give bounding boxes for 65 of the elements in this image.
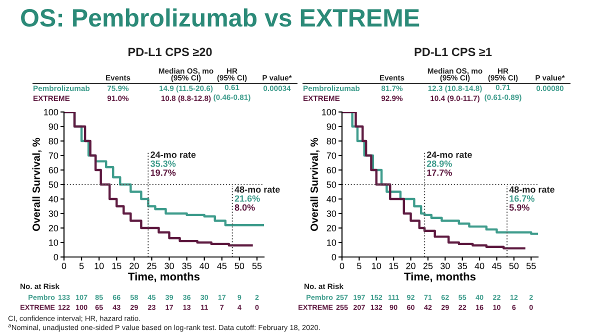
x-tick-label: 35 — [182, 262, 192, 270]
x-tick-label: 15 — [112, 262, 122, 270]
ref-line-label: 48-mo rate — [509, 186, 554, 193]
y-tick-label: 80 — [48, 138, 58, 144]
annotation: 35.3% — [150, 160, 176, 167]
x-axis-title: Time, months — [128, 272, 200, 282]
annotation: 8.0% — [234, 204, 255, 211]
ref-line-label: 24-mo rate — [426, 152, 472, 158]
ref-line-label: 24-mo rate — [150, 152, 196, 158]
x-tick-label: 55 — [252, 262, 262, 270]
x-tick-label: 30 — [440, 262, 450, 270]
x-tick-label: 0 — [340, 262, 344, 270]
y-tick-label: 50 — [326, 181, 336, 188]
y-tick-label: 90 — [326, 123, 336, 130]
annotation: 17.7% — [427, 170, 452, 176]
y-axis-title: Overall Survival, % — [32, 138, 42, 231]
y-tick-label: 90 — [48, 123, 58, 130]
ref-line-label: 48-mo rate — [234, 186, 280, 193]
y-tick-label: 20 — [326, 224, 336, 232]
x-tick-label: 20 — [130, 262, 139, 270]
x-tick-label: 15 — [389, 262, 398, 270]
annotation: 21.6% — [234, 195, 260, 202]
y-tick-label: 10 — [49, 239, 58, 246]
x-tick-label: 50 — [234, 262, 244, 270]
y-tick-label: 40 — [48, 196, 58, 202]
y-tick-label: 0 — [54, 254, 58, 260]
y-tick-label: 60 — [48, 166, 58, 174]
x-tick-label: 5 — [357, 262, 362, 270]
x-tick-label: 5 — [79, 262, 84, 270]
x-tick-label: 45 — [492, 262, 502, 270]
annotation: 28.9% — [426, 160, 452, 167]
x-tick-label: 10 — [94, 262, 104, 270]
annotation: 19.7% — [150, 170, 176, 176]
y-tick-label: 80 — [326, 138, 336, 144]
chart-subtitle: PD-L1 CPS ≥20 — [128, 48, 212, 56]
y-tick-label: 10 — [327, 239, 336, 246]
y-tick-label: 30 — [48, 210, 58, 217]
y-tick-label: 100 — [44, 108, 58, 116]
y-tick-label: 60 — [326, 166, 336, 174]
x-tick-label: 10 — [372, 262, 382, 270]
x-tick-label: 40 — [200, 262, 210, 270]
x-axis-title: Time, months — [404, 272, 476, 282]
x-tick-label: 40 — [474, 262, 484, 270]
x-tick-label: 25 — [147, 262, 156, 270]
annotation: 16.7% — [510, 195, 534, 202]
y-tick-label: 30 — [326, 210, 336, 217]
x-tick-label: 20 — [406, 262, 416, 270]
x-tick-label: 35 — [458, 262, 467, 270]
chart-subtitle: PD-L1 CPS ≥1 — [414, 48, 492, 56]
x-tick-label: 0 — [62, 262, 66, 270]
x-tick-label: 25 — [423, 262, 433, 270]
chart-title: OS: Pembrolizumab vs EXTREME — [21, 8, 420, 27]
y-axis-title: Overall Survival, % — [310, 138, 320, 231]
y-tick-label: 70 — [48, 152, 58, 159]
y-tick-label: 0 — [332, 254, 336, 260]
y-tick-label: 20 — [48, 224, 58, 232]
y-tick-label: 40 — [326, 196, 336, 202]
y-tick-label: 100 — [322, 108, 336, 116]
x-tick-label: 30 — [164, 262, 174, 270]
y-tick-label: 50 — [48, 181, 58, 188]
x-tick-label: 45 — [217, 262, 227, 270]
x-tick-label: 55 — [526, 262, 536, 270]
annotation: 5.9% — [509, 204, 530, 211]
y-tick-label: 70 — [326, 152, 336, 159]
x-tick-label: 50 — [509, 262, 519, 270]
